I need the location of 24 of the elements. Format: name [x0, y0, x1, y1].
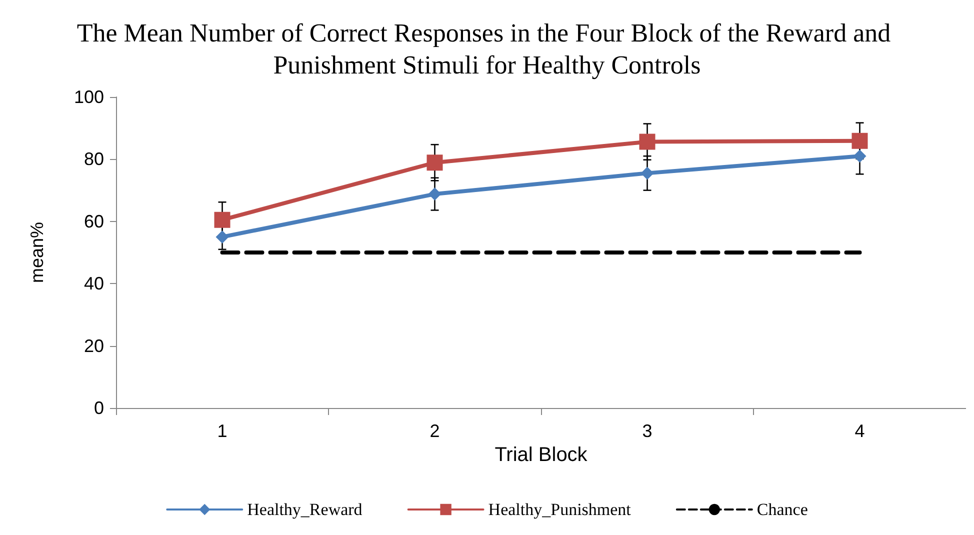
x-tick-label: 4: [854, 421, 865, 441]
y-axis-title: mean%: [27, 222, 47, 284]
point: [639, 134, 656, 150]
x-axis-title: Trial Block: [494, 444, 588, 466]
y-tick-label: 0: [94, 398, 104, 418]
y-tick-label: 80: [84, 149, 104, 170]
y-tick-label: 20: [84, 336, 104, 356]
x-tick-label: 3: [642, 421, 652, 441]
point: [216, 230, 229, 244]
legend-label: Healthy_Reward: [247, 500, 363, 519]
x-tick-label: 2: [430, 421, 440, 441]
chart-title: The Mean Number of Correct Responses in the Four Block of the Reward and Punishment Stimuli for Healthy Controls: [76, 18, 898, 80]
point: [852, 132, 868, 149]
point: [426, 154, 443, 171]
x-tick-label: 1: [217, 421, 228, 441]
point: [640, 166, 654, 180]
y-tick-label: 100: [74, 87, 104, 107]
point: [214, 212, 230, 228]
point: [428, 188, 442, 201]
legend-label: Healthy_Punishment: [488, 500, 632, 519]
y-tick-label: 60: [84, 211, 104, 232]
y-tick-label: 40: [84, 274, 104, 294]
legend-label: Chance: [756, 500, 808, 519]
point: [853, 150, 866, 163]
